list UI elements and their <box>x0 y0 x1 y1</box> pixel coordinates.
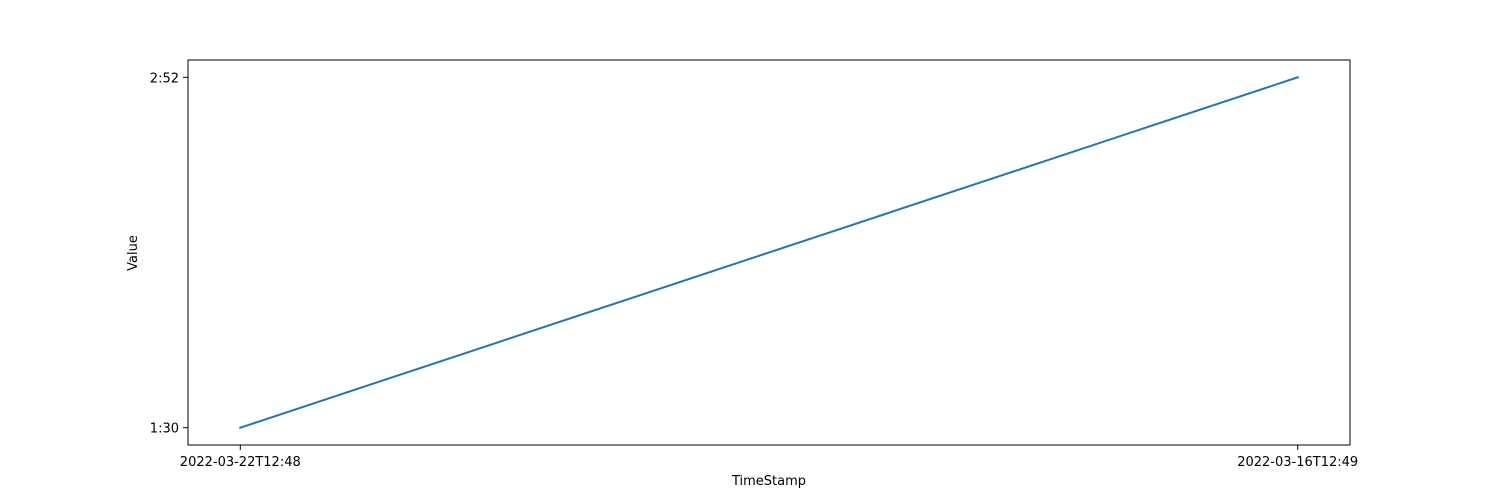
axes-frame <box>187 59 1351 446</box>
y-axis-ticks: 1:30 2:52 <box>150 71 188 437</box>
x-tick-label: 2022-03-22T12:48 <box>180 455 301 470</box>
y-tick-label: 2:52 <box>150 71 179 86</box>
x-axis-ticks: 2022-03-22T12:48 2022-03-16T12:49 <box>180 445 1358 470</box>
x-tick-label: 2022-03-16T12:49 <box>1237 455 1358 470</box>
y-axis-label: Value <box>126 235 141 271</box>
y-tick-label: 1:30 <box>150 422 179 437</box>
x-axis-label: TimeStamp <box>731 474 806 489</box>
plot-area <box>239 76 1299 429</box>
series-line <box>239 76 1299 429</box>
